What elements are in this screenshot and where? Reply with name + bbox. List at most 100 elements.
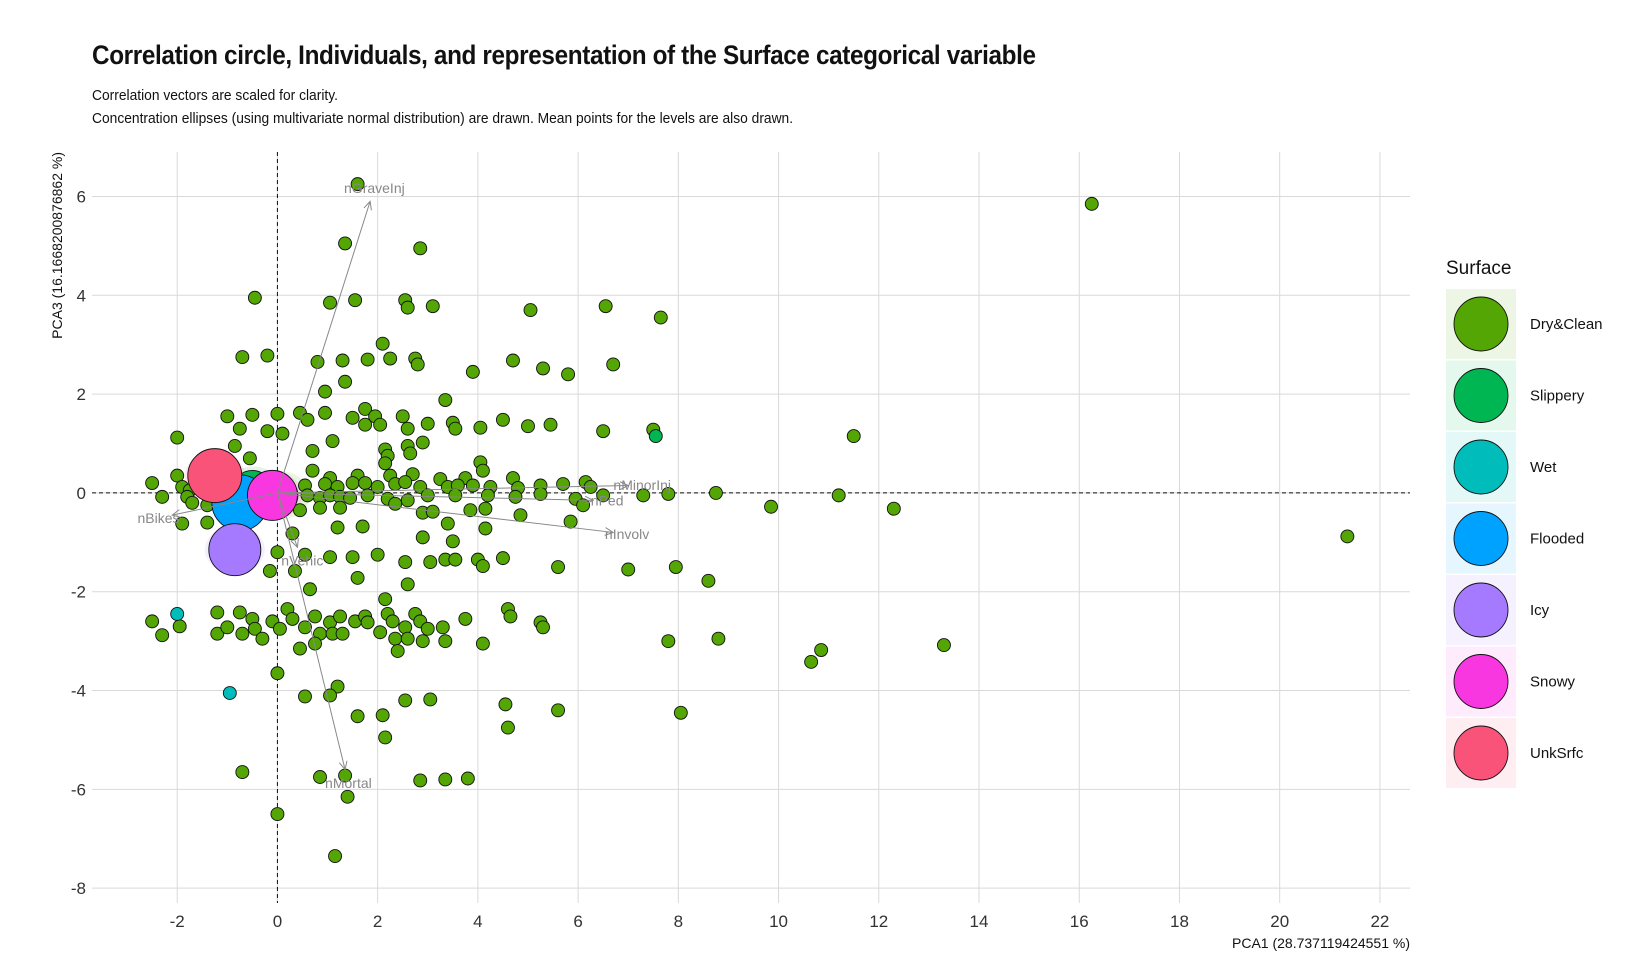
individual-point bbox=[936, 638, 951, 653]
individual-point bbox=[313, 500, 327, 515]
individual-point bbox=[478, 521, 493, 536]
vector-label-nMortal: nMortal bbox=[325, 775, 372, 791]
y-axis-title: PCA3 (16.1668200876862 %) bbox=[49, 152, 65, 339]
individual-point bbox=[435, 620, 450, 635]
mean-point-unksrfc bbox=[187, 448, 243, 504]
individual-point bbox=[445, 534, 460, 549]
individual-point bbox=[328, 849, 343, 864]
individual-point bbox=[420, 416, 435, 431]
individual-point bbox=[498, 697, 513, 712]
individual-point bbox=[232, 421, 247, 436]
individual-point bbox=[420, 488, 435, 503]
individual-point bbox=[375, 336, 390, 351]
individual-point bbox=[370, 547, 385, 562]
individual-point bbox=[383, 351, 398, 366]
x-axis-title: PCA1 (28.737119424551 %) bbox=[1232, 935, 1410, 951]
individual-point bbox=[523, 303, 538, 318]
individual-point bbox=[886, 501, 901, 516]
vector-arrowhead bbox=[584, 495, 595, 505]
individual-point bbox=[330, 520, 345, 535]
individual-point bbox=[536, 620, 550, 635]
individual-point bbox=[576, 498, 591, 513]
individual-point bbox=[308, 636, 322, 651]
individual-point bbox=[333, 609, 348, 624]
individual-point bbox=[583, 480, 598, 494]
individual-point bbox=[378, 456, 393, 471]
individual-point bbox=[260, 348, 275, 363]
individual-point bbox=[170, 468, 185, 483]
individual-point bbox=[350, 709, 365, 724]
individual-point bbox=[475, 636, 490, 651]
individual-point bbox=[508, 489, 523, 504]
individual-point bbox=[478, 501, 493, 516]
individual-point bbox=[438, 634, 453, 649]
individual-point bbox=[846, 429, 861, 444]
individual-point bbox=[413, 773, 428, 788]
individual-point bbox=[348, 293, 363, 308]
individual-point bbox=[308, 609, 322, 624]
individual-point bbox=[247, 290, 262, 305]
x-tick-label: 2 bbox=[373, 912, 382, 931]
individual-point bbox=[313, 770, 327, 784]
individual-point bbox=[668, 560, 683, 574]
individual-point bbox=[448, 552, 463, 567]
individual-point bbox=[298, 620, 312, 635]
mean-point-snowy bbox=[246, 469, 298, 521]
x-tick-label: -2 bbox=[170, 912, 185, 931]
vector-label-nPed: nPed bbox=[591, 493, 624, 509]
individual-point bbox=[355, 519, 370, 534]
individual-point bbox=[298, 547, 312, 562]
individual-point bbox=[420, 621, 435, 636]
x-tick-label: 6 bbox=[573, 912, 582, 931]
correlation-vectors: nGraveInj nMinorInj nInvolv nBikes nVehic nMo… bbox=[137, 180, 671, 791]
legend-label: Wet bbox=[1530, 459, 1557, 476]
individual-point bbox=[220, 409, 235, 424]
individual-point bbox=[673, 705, 688, 720]
vector-label-nInvolv: nInvolv bbox=[605, 526, 649, 542]
individual-point bbox=[340, 789, 355, 804]
individual-point bbox=[448, 421, 463, 436]
individual-point bbox=[423, 555, 438, 570]
individual-point bbox=[303, 582, 317, 597]
individual-point bbox=[293, 641, 307, 656]
vector-arrowhead bbox=[171, 509, 182, 518]
individual-point bbox=[270, 807, 285, 822]
individual-point bbox=[425, 299, 440, 314]
vector-nPed bbox=[277, 492, 594, 501]
individual-point bbox=[242, 451, 257, 466]
individual-point bbox=[335, 353, 350, 368]
vector-nGraveInj bbox=[276, 201, 371, 494]
individual-point bbox=[400, 421, 415, 436]
individual-point bbox=[465, 364, 480, 379]
individual-points bbox=[145, 177, 1355, 864]
legend-key-dryclean bbox=[1453, 296, 1509, 352]
legend: Surface Dry&Clean Slippery Wet Flooded Icy Sn… bbox=[1446, 258, 1603, 788]
individual-point bbox=[285, 611, 300, 626]
vector-arrowhead bbox=[619, 481, 630, 491]
individual-point bbox=[460, 771, 475, 786]
x-tick-label: 20 bbox=[1270, 912, 1289, 931]
individual-point bbox=[155, 628, 170, 643]
individual-point bbox=[458, 611, 473, 626]
individual-point bbox=[373, 417, 388, 432]
individual-point bbox=[400, 631, 415, 646]
individual-point bbox=[172, 619, 187, 634]
x-tick-label: 12 bbox=[869, 912, 888, 931]
individual-point bbox=[636, 488, 651, 503]
individual-point bbox=[701, 573, 716, 588]
chart-subtitle-line-2: Concentration ellipses (using multivaria… bbox=[92, 110, 794, 127]
y-tick-label: 6 bbox=[77, 187, 86, 206]
x-tick-label: 0 bbox=[273, 912, 282, 931]
legend-label: Snowy bbox=[1530, 674, 1576, 691]
individual-point bbox=[335, 626, 350, 641]
individual-point bbox=[175, 516, 190, 531]
individual-point bbox=[338, 374, 353, 389]
individual-point bbox=[270, 666, 285, 681]
individual-point bbox=[235, 765, 250, 780]
individual-point bbox=[235, 350, 250, 364]
x-tick-label: 14 bbox=[970, 912, 989, 931]
y-tick-label: -8 bbox=[71, 879, 86, 898]
legend-key-snowy bbox=[1453, 654, 1509, 709]
mean-point-icy bbox=[208, 523, 262, 577]
